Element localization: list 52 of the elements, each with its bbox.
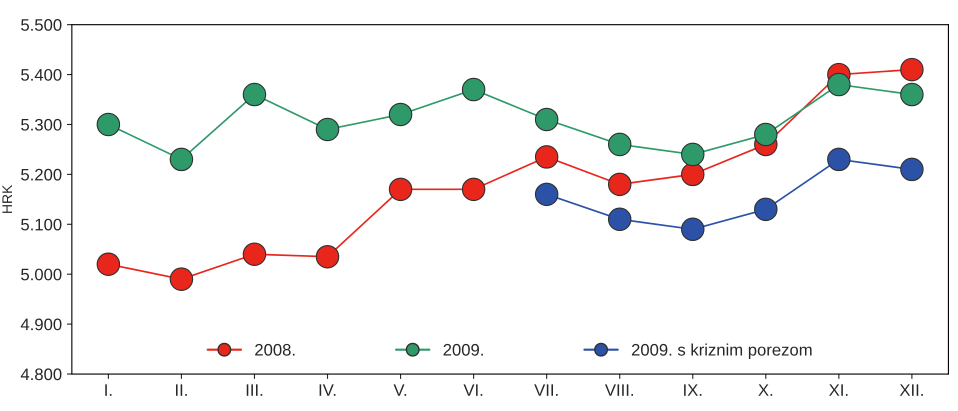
point xyxy=(316,244,340,268)
x-tick-label: VII. xyxy=(534,384,558,396)
point xyxy=(754,122,778,146)
y-tick-label: 5.500 xyxy=(21,19,62,31)
legend-label: 2009. s kriznim porezom xyxy=(632,343,812,360)
point xyxy=(681,162,705,186)
x-tick-label: I. xyxy=(105,384,112,396)
x-tick-label: XII. xyxy=(900,384,923,396)
point xyxy=(242,242,266,266)
legend-label: 2008. xyxy=(255,344,295,356)
point xyxy=(681,218,705,242)
point xyxy=(242,82,266,106)
x-tick-label: X. xyxy=(758,384,772,396)
y-tick-label: 5.000 xyxy=(21,268,62,280)
y-tick-label: 5.300 xyxy=(21,118,62,131)
x-tick-label: IX. xyxy=(684,384,702,396)
point xyxy=(900,58,924,82)
x-tick-label: VIII. xyxy=(604,384,634,396)
point xyxy=(170,267,194,291)
y-tick-label: 5.200 xyxy=(21,168,62,181)
point xyxy=(534,145,558,169)
point xyxy=(608,172,632,196)
point xyxy=(170,148,194,172)
point xyxy=(316,118,340,142)
x-tick-label: XI. xyxy=(829,384,848,396)
y-tick-label: 4.900 xyxy=(20,318,62,330)
x-tick-label: II. xyxy=(176,384,187,396)
point xyxy=(608,208,632,232)
point xyxy=(96,112,120,136)
point xyxy=(462,178,486,202)
y-axis-title: HRK xyxy=(2,184,12,213)
point xyxy=(462,78,486,102)
point xyxy=(754,198,778,222)
point xyxy=(388,102,412,126)
x-tick-label: V. xyxy=(394,384,406,396)
x-tick-label: VI. xyxy=(463,384,482,396)
point xyxy=(827,148,851,172)
point xyxy=(681,142,705,166)
x-tick-label: IV. xyxy=(320,384,336,396)
point xyxy=(534,182,558,206)
point xyxy=(827,72,851,96)
y-tick-label: 5.400 xyxy=(21,68,62,81)
y-tick-label: 5.100 xyxy=(21,218,62,230)
point xyxy=(534,108,558,132)
x-tick-label: III. xyxy=(246,384,262,396)
point xyxy=(900,82,924,106)
point xyxy=(900,158,924,182)
point xyxy=(96,252,120,276)
legend-label: 2009. xyxy=(444,344,483,356)
point xyxy=(388,178,412,202)
point xyxy=(608,132,632,156)
y-tick-label: 4.800 xyxy=(20,368,62,380)
